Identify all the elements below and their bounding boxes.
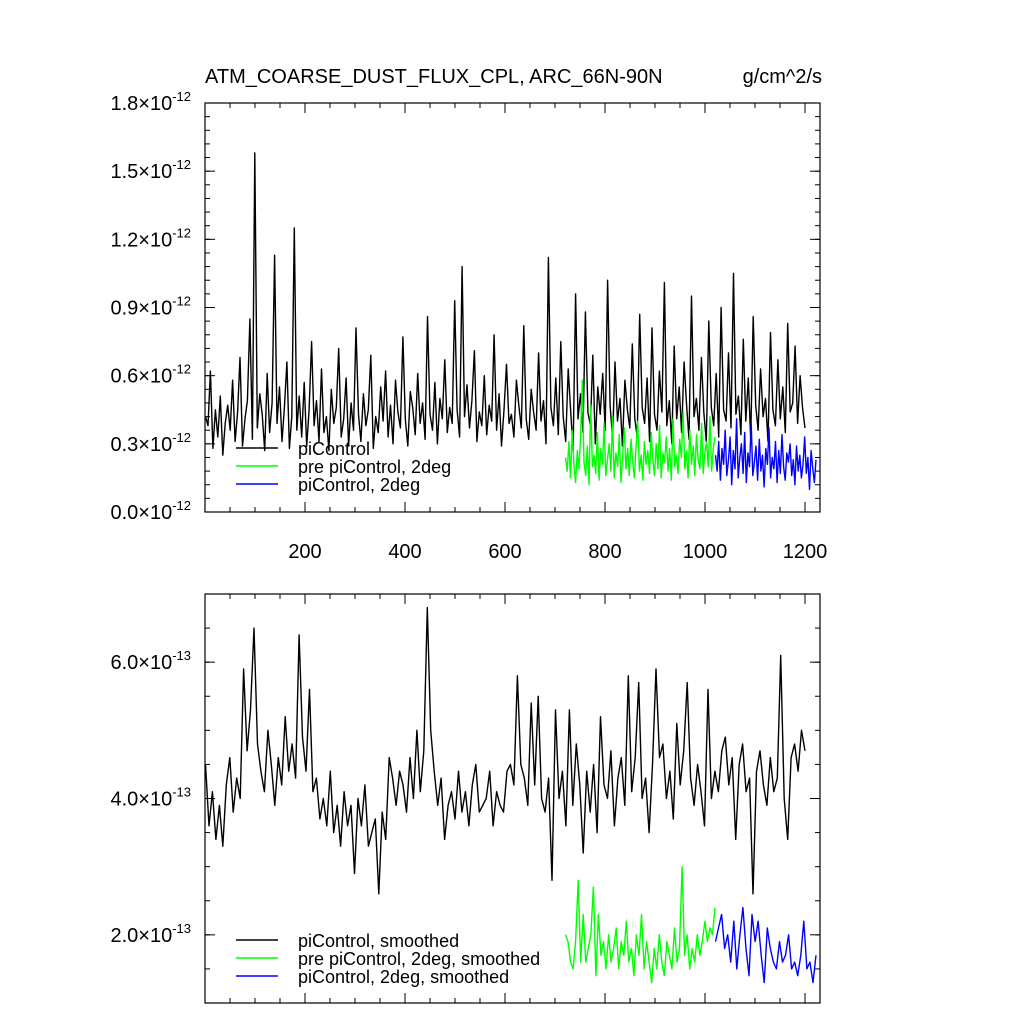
bottom-series — [204, 606, 817, 984]
top-x-tick-label: 800 — [588, 541, 621, 563]
top-panel: 0.0×10-12 0.3×10-12 0.6×10-12 0.9×10-12 1.2×… — [110, 89, 827, 563]
top-legend-label: pre piControl, 2deg — [298, 457, 451, 477]
bottom-y-tick-label: 4.0×10-13 — [110, 785, 191, 811]
bottom-legend-label: piControl, smoothed — [298, 931, 459, 951]
bottom-series-line-0 — [204, 606, 806, 895]
bottom-y-tick-label: 2.0×10-13 — [110, 921, 191, 947]
top-series-line-0 — [204, 152, 806, 456]
bottom-y-tick-label: 6.0×10-13 — [110, 648, 191, 674]
top-series — [204, 152, 817, 490]
chart-units: g/cm^2/s — [743, 66, 822, 88]
top-series-line-2 — [714, 418, 817, 490]
top-y-tick-label: 1.5×10-12 — [110, 157, 191, 183]
top-x-tick-label: 1000 — [683, 541, 728, 563]
bottom-series-line-1 — [564, 866, 716, 984]
top-x-tick-labels: 200 400 600 800 1000 1200 — [288, 541, 827, 563]
top-y-tick-label: 1.2×10-12 — [110, 225, 191, 251]
top-x-tick-label: 1200 — [783, 541, 828, 563]
bottom-panel: 2.0×10-13 4.0×10-13 6.0×10-13 piControl, s… — [110, 593, 821, 1004]
top-y-tick-labels: 0.0×10-12 0.3×10-12 0.6×10-12 0.9×10-12 1.2×… — [110, 89, 191, 524]
top-tick-marks — [205, 102, 820, 513]
top-series-line-1 — [564, 379, 716, 486]
top-y-tick-label: 0.0×10-12 — [110, 498, 191, 524]
bottom-y-tick-labels: 2.0×10-13 4.0×10-13 6.0×10-13 — [110, 648, 191, 947]
top-y-tick-label: 0.9×10-12 — [110, 294, 191, 320]
top-x-tick-label: 400 — [388, 541, 421, 563]
top-y-tick-label: 0.3×10-12 — [110, 430, 191, 456]
bottom-tick-marks — [205, 593, 820, 1004]
top-x-tick-label: 200 — [288, 541, 321, 563]
top-legend-label: piControl, 2deg — [298, 475, 420, 495]
top-y-tick-label: 0.6×10-12 — [110, 362, 191, 388]
bottom-series-line-2 — [714, 906, 817, 984]
bottom-legend-label: piControl, 2deg, smoothed — [298, 967, 509, 987]
top-y-tick-label: 1.8×10-12 — [110, 89, 191, 115]
top-x-tick-label: 600 — [488, 541, 521, 563]
top-legend-label: piControl — [298, 439, 370, 459]
bottom-legend-label: pre piControl, 2deg, smoothed — [298, 949, 540, 969]
chart-title: ATM_COARSE_DUST_FLUX_CPL, ARC_66N-90N — [205, 66, 663, 88]
